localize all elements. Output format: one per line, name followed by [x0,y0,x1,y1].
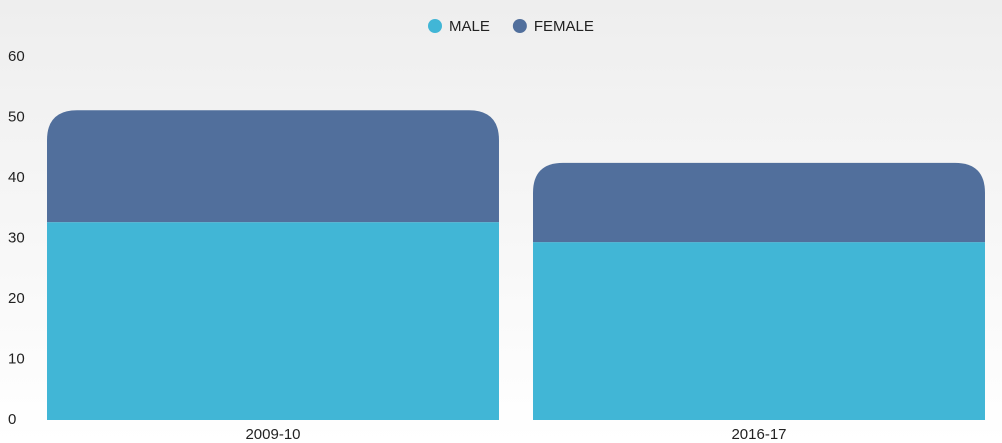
y-tick-label: 40 [8,169,25,186]
bar-segment [47,222,499,420]
y-tick-label: 10 [8,350,25,367]
y-tick-label: 50 [8,108,25,125]
x-tick-label: 2016-17 [731,426,786,443]
y-tick-label: 0 [8,411,16,428]
chart: 0 10 20 30 40 50 60 MALE FEMALE 2009-10 2016-17 [0,0,1002,443]
y-tick-label: 20 [8,290,25,307]
page: {"chart_data": {"type": "stacked-bar", "… [0,0,1002,443]
legend-label: MALE [449,18,490,35]
legend-marker [428,19,442,33]
bar-segment [47,110,499,222]
y-tick-label: 30 [8,229,25,246]
bar-segment [533,163,985,242]
y-tick-label: 60 [8,48,25,65]
x-tick-label: 2009-10 [245,426,300,443]
legend-marker [513,19,527,33]
legend-label: FEMALE [534,18,594,35]
bar-segment [533,242,985,420]
